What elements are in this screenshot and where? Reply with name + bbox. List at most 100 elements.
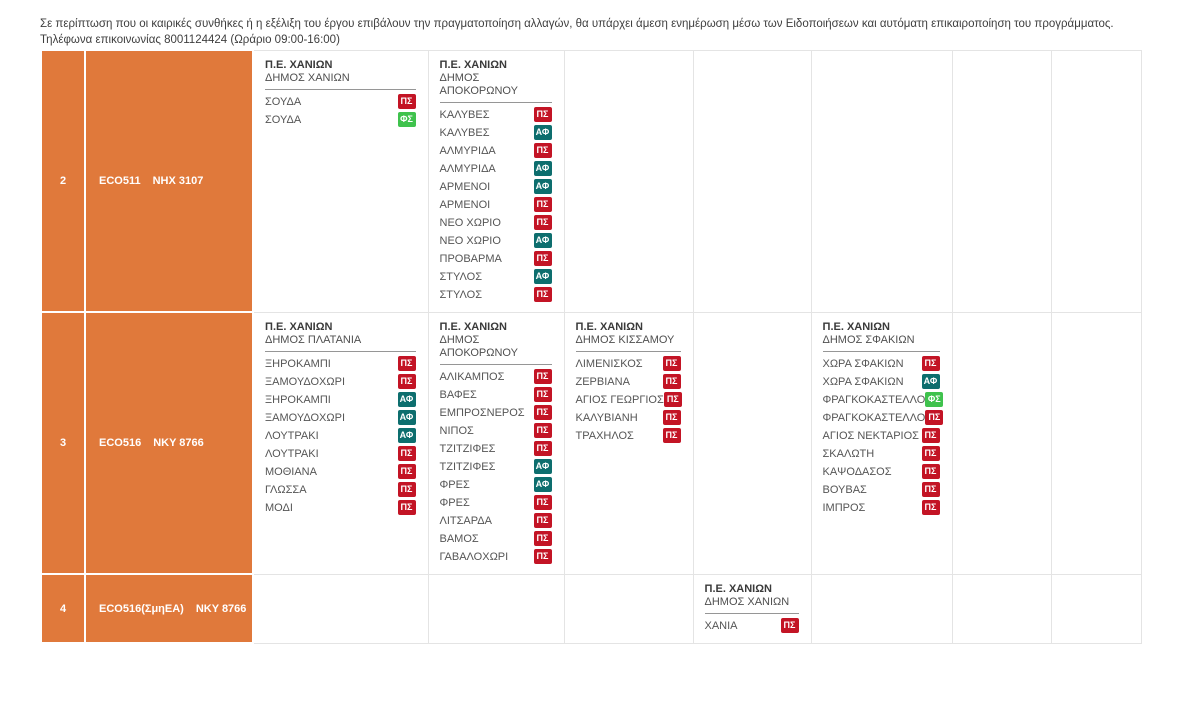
village-row: ΕΜΠΡΟΣΝΕΡΟΣ ΠΣ <box>440 404 552 422</box>
village-row: ΤΡΑΧΗΛΟΣ ΠΣ <box>576 427 681 445</box>
village-name: ΧΩΡΑ ΣΦΑΚΙΩΝ <box>822 357 904 370</box>
regional-unit-label: Π.Ε. ΧΑΝΙΩΝ <box>439 58 508 71</box>
schedule-cell: Π.Ε. ΧΑΝΙΩΝ ΔΗΜΟΣ ΚΙΣΣΑΜΟΥ ΛΙΜΕΝΙΣΚΟΣ ΠΣ ΖΕΡ… <box>563 311 694 575</box>
empty-cell <box>951 573 1052 644</box>
village-name: ΦΡΑΓΚΟΚΑΣΤΕΛΛΟ <box>822 393 926 406</box>
empty-cell <box>951 49 1052 313</box>
status-badge: ΑΦ <box>533 179 552 194</box>
village-row: ΙΜΠΡΟΣ ΠΣ <box>823 499 940 517</box>
municipality-label: ΔΗΜΟΣ ΚΙΣΣΑΜΟΥ <box>575 334 681 352</box>
village-name: ΝΙΠΟΣ <box>439 424 474 437</box>
status-badge: ΠΣ <box>662 356 681 371</box>
village-name: ΚΑΛΥΒΕΣ <box>439 126 490 139</box>
village-row: ΦΡΑΓΚΟΚΑΣΤΕΛΛΟ ΠΣ <box>823 409 944 427</box>
vehicle-plate: NKY 8766 <box>153 437 204 449</box>
regional-unit-label: Π.Ε. ΧΑΝΙΩΝ <box>439 320 508 333</box>
village-name: ΚΑΨΟΔΑΣΟΣ <box>822 465 892 478</box>
village-name: ΛΟΥΤΡΑΚΙ <box>265 447 319 460</box>
village-row: ΦΡΕΣ ΠΣ <box>440 494 552 512</box>
status-badge: ΠΣ <box>533 107 552 122</box>
status-badge: ΠΣ <box>780 618 799 633</box>
status-badge: ΑΦ <box>397 428 416 443</box>
status-badge: ΠΣ <box>533 387 552 402</box>
village-row: ΝΕΟ ΧΩΡΙΟ ΠΣ <box>440 214 552 232</box>
village-name: ΒΑΜΟΣ <box>439 532 479 545</box>
village-row: ΑΡΜΕΝΟΙ ΑΦ <box>440 178 552 196</box>
status-badge: ΑΦ <box>397 392 416 407</box>
regional-unit-label: Π.Ε. ΧΑΝΙΩΝ <box>265 320 333 333</box>
status-badge: ΠΣ <box>921 482 940 497</box>
village-name: ΧΩΡΑ ΣΦΑΚΙΩΝ <box>822 375 904 388</box>
village-name: ΜΟΔΙ <box>265 501 293 514</box>
vehicle-code: ECO516 <box>99 437 142 449</box>
village-row: ΒΑΜΟΣ ΠΣ <box>440 530 552 548</box>
village-name: ΑΓΙΟΣ ΝΕΚΤΑΡΙΟΣ <box>822 429 919 442</box>
village-name: ΣΚΑΛΩΤΗ <box>822 447 875 460</box>
village-row: ΣΚΑΛΩΤΗ ΠΣ <box>823 445 940 463</box>
footer-note: Σε περίπτωση που οι καιρικές συνθήκες ή … <box>40 16 1177 48</box>
empty-cell <box>810 573 953 644</box>
village-name: ΝΕΟ ΧΩΡΙΟ <box>439 216 501 229</box>
empty-cell <box>252 573 429 644</box>
village-name: ΑΡΜΕΝΟΙ <box>439 180 491 193</box>
village-row: ΛΟΥΤΡΑΚΙ ΑΦ <box>265 427 416 445</box>
status-badge: ΑΦ <box>533 233 552 248</box>
table-row: 4 ECO516(ΣμηΕΑ) NKY 8766 Π.Ε. ΧΑΝΙΩΝ ΔΗΜΟΣ Χ… <box>40 573 1142 644</box>
village-name: ΤΡΑΧΗΛΟΣ <box>575 429 634 442</box>
status-badge: ΠΣ <box>397 464 416 479</box>
village-row: ΣΤΥΛΟΣ ΑΦ <box>440 268 552 286</box>
status-badge: ΠΣ <box>662 428 681 443</box>
status-badge: ΠΣ <box>533 549 552 564</box>
village-name: ΣΤΥΛΟΣ <box>439 288 483 301</box>
village-name: ΣΤΥΛΟΣ <box>439 270 483 283</box>
status-badge: ΠΣ <box>533 405 552 420</box>
village-name: ΙΜΠΡΟΣ <box>822 501 866 514</box>
footer-line-2: Τηλέφωνα επικοινωνίας 8001124424 (Ωράριο… <box>40 34 340 46</box>
status-badge: ΠΣ <box>533 215 552 230</box>
status-badge: ΦΣ <box>925 392 944 407</box>
village-name: ΞΗΡΟΚΑΜΠΙ <box>265 393 331 406</box>
village-name: ΧΑΝΙΑ <box>704 619 738 632</box>
village-row: ΛΟΥΤΡΑΚΙ ΠΣ <box>265 445 416 463</box>
status-badge: ΑΦ <box>533 459 552 474</box>
village-name: ΠΡΟΒΑΡΜΑ <box>439 252 502 265</box>
village-row: ΝΕΟ ΧΩΡΙΟ ΑΦ <box>440 232 552 250</box>
village-row: ΓΑΒΑΛΟΧΩΡΙ ΠΣ <box>440 548 552 566</box>
schedule-cell: Π.Ε. ΧΑΝΙΩΝ ΔΗΜΟΣ ΣΦΑΚΙΩΝ ΧΩΡΑ ΣΦΑΚΙΩΝ ΠΣ ΧΩ… <box>810 311 953 575</box>
municipality-label: ΔΗΜΟΣ ΠΛΑΤΑΝΙΑ <box>265 334 416 352</box>
village-name: ΣΟΥΔΑ <box>265 113 302 126</box>
village-row: ΚΑΛΥΒΙΑΝΗ ΠΣ <box>576 409 681 427</box>
village-row: ΧΩΡΑ ΣΦΑΚΙΩΝ ΑΦ <box>823 373 940 391</box>
schedule-cell: Π.Ε. ΧΑΝΙΩΝ ΔΗΜΟΣ ΧΑΝΙΩΝ ΣΟΥΔΑ ΠΣ ΣΟΥΔΑ ΦΣ <box>252 49 429 313</box>
village-name: ΛΙΤΣΑΡΔΑ <box>439 514 492 527</box>
village-row: ΞΑΜΟΥΔΟΧΩΡΙ ΠΣ <box>265 373 416 391</box>
row-number-cell: 2 <box>40 49 86 313</box>
village-row: ΒΑΦΕΣ ΠΣ <box>440 386 552 404</box>
status-badge: ΠΣ <box>397 374 416 389</box>
status-badge: ΠΣ <box>397 446 416 461</box>
village-name: ΤΖΙΤΖΙΦΕΣ <box>439 442 496 455</box>
empty-cell <box>810 49 953 313</box>
village-row: ΑΓΙΟΣ ΓΕΩΡΓΙΟΣ ΠΣ <box>576 391 682 409</box>
regional-unit-label: Π.Ε. ΧΑΝΙΩΝ <box>265 58 333 71</box>
village-name: ΛΟΥΤΡΑΚΙ <box>265 429 319 442</box>
status-badge: ΠΣ <box>533 197 552 212</box>
empty-cell <box>692 49 812 313</box>
status-badge: ΠΣ <box>533 531 552 546</box>
status-badge: ΠΣ <box>921 500 940 515</box>
status-badge: ΠΣ <box>921 446 940 461</box>
village-name: ΑΛΙΚΑΜΠΟΣ <box>439 370 505 383</box>
empty-cell <box>1050 311 1142 575</box>
empty-cell <box>951 311 1052 575</box>
village-name: ΞΗΡΟΚΑΜΠΙ <box>265 357 331 370</box>
village-row: ΛΙΜΕΝΙΣΚΟΣ ΠΣ <box>576 355 681 373</box>
empty-cell <box>1050 573 1142 644</box>
municipality-label: ΔΗΜΟΣ ΧΑΝΙΩΝ <box>704 596 799 614</box>
status-badge: ΑΦ <box>397 410 416 425</box>
empty-cell <box>563 573 694 644</box>
village-row: ΓΛΩΣΣΑ ΠΣ <box>265 481 416 499</box>
regional-unit-label: Π.Ε. ΧΑΝΙΩΝ <box>704 582 773 595</box>
village-row: ΧΑΝΙΑ ΠΣ <box>705 617 799 635</box>
status-badge: ΠΣ <box>662 410 681 425</box>
empty-cell <box>1050 49 1142 313</box>
